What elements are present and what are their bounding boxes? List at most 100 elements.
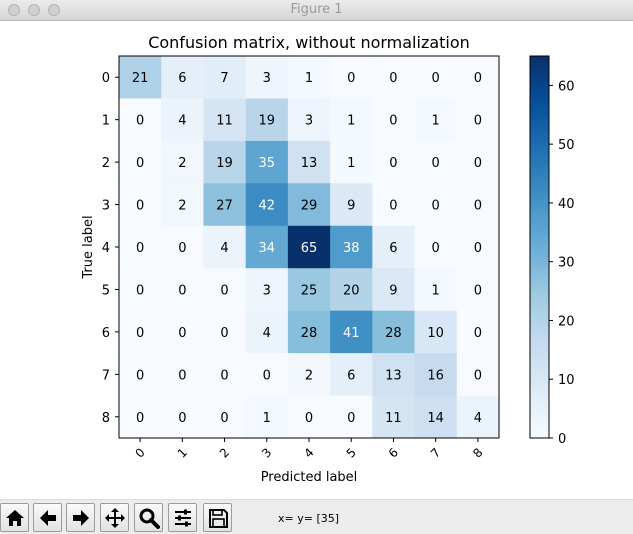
x-tick-label: 4 bbox=[301, 445, 316, 460]
colorbar-segment bbox=[530, 150, 549, 153]
colorbar-segment bbox=[530, 156, 549, 159]
colorbar-segment bbox=[530, 112, 549, 115]
zoom-icon bbox=[138, 507, 160, 529]
forward-arrow-icon bbox=[70, 507, 92, 529]
cell-value-label: 0 bbox=[432, 241, 440, 256]
colorbar-segment bbox=[530, 59, 549, 62]
colorbar-segment bbox=[530, 309, 549, 312]
cell-value-label: 1 bbox=[305, 71, 313, 86]
zoom-button[interactable] bbox=[134, 503, 163, 532]
cell-value-label: 0 bbox=[347, 71, 355, 86]
y-tick-label: 1 bbox=[102, 114, 110, 129]
back-arrow-icon bbox=[37, 507, 59, 529]
cell-value-label: 0 bbox=[220, 283, 228, 298]
y-tick-label: 7 bbox=[102, 368, 110, 383]
y-tick-label: 6 bbox=[102, 326, 110, 341]
cell-value-label: 11 bbox=[385, 411, 402, 426]
cell-value-label: 0 bbox=[474, 241, 482, 256]
home-button[interactable] bbox=[0, 503, 29, 532]
colorbar-segment bbox=[530, 279, 549, 282]
colorbar-segment bbox=[530, 127, 549, 130]
cell-value-label: 0 bbox=[432, 156, 440, 171]
cell-value-label: 19 bbox=[259, 114, 276, 129]
colorbar-segment bbox=[530, 91, 549, 94]
cell-value-label: 0 bbox=[474, 283, 482, 298]
colorbar-segment bbox=[530, 259, 549, 262]
colorbar-segment bbox=[530, 291, 549, 294]
colorbar-segment bbox=[530, 347, 549, 350]
cell-value-label: 0 bbox=[474, 114, 482, 129]
colorbar-segment bbox=[530, 197, 549, 200]
colorbar-segment bbox=[530, 174, 549, 177]
cell-value-label: 13 bbox=[301, 156, 318, 171]
colorbar-tick-label: 10 bbox=[558, 373, 575, 388]
cell-value-label: 14 bbox=[427, 411, 444, 426]
cell-value-label: 38 bbox=[343, 241, 360, 256]
colorbar-segment bbox=[530, 209, 549, 212]
save-button[interactable] bbox=[203, 503, 232, 532]
colorbar-segment bbox=[530, 406, 549, 409]
cell-value-label: 1 bbox=[347, 114, 355, 129]
x-tick-label: 7 bbox=[428, 445, 443, 460]
colorbar-segment bbox=[530, 229, 549, 232]
colorbar-segment bbox=[530, 226, 549, 229]
colorbar-segment bbox=[530, 191, 549, 194]
pan-button[interactable] bbox=[100, 503, 129, 532]
cell-value-label: 0 bbox=[136, 114, 144, 129]
colorbar-segment bbox=[530, 318, 549, 321]
cell-value-label: 29 bbox=[301, 199, 318, 214]
colorbar-segment bbox=[530, 332, 549, 335]
colorbar-segment bbox=[530, 144, 549, 147]
cell-value-label: 0 bbox=[263, 368, 271, 383]
cell-value-label: 0 bbox=[474, 199, 482, 214]
forward-button[interactable] bbox=[66, 503, 95, 532]
cell-value-label: 0 bbox=[136, 411, 144, 426]
colorbar-segment bbox=[530, 356, 549, 359]
cell-value-label: 28 bbox=[385, 326, 402, 341]
colorbar-segment bbox=[530, 141, 549, 144]
back-button[interactable] bbox=[33, 503, 62, 532]
colorbar-segment bbox=[530, 382, 549, 385]
colorbar-segment bbox=[530, 303, 549, 306]
cell-value-label: 1 bbox=[347, 156, 355, 171]
colorbar-segment bbox=[530, 426, 549, 429]
cell-value-label: 6 bbox=[178, 71, 186, 86]
cell-value-label: 34 bbox=[259, 241, 276, 256]
x-tick-label: 0 bbox=[132, 445, 147, 460]
colorbar-segment bbox=[530, 414, 549, 417]
x-axis-label: Predicted label bbox=[261, 470, 358, 485]
colorbar-segment bbox=[530, 250, 549, 253]
cell-value-label: 0 bbox=[136, 199, 144, 214]
cell-value-label: 0 bbox=[136, 368, 144, 383]
cell-value-label: 0 bbox=[136, 156, 144, 171]
cell-value-label: 9 bbox=[389, 283, 397, 298]
colorbar-segment bbox=[530, 65, 549, 68]
cell-value-label: 4 bbox=[474, 411, 482, 426]
colorbar-segment bbox=[530, 273, 549, 276]
cell-value-label: 0 bbox=[474, 368, 482, 383]
colorbar-segment bbox=[530, 132, 549, 135]
colorbar-segment bbox=[530, 338, 549, 341]
pan-icon bbox=[104, 507, 126, 529]
colorbar-segment bbox=[530, 138, 549, 141]
colorbar-segment bbox=[530, 147, 549, 150]
colorbar-segment bbox=[530, 159, 549, 162]
cell-value-label: 11 bbox=[216, 114, 233, 129]
colorbar-tick-label: 20 bbox=[558, 314, 575, 329]
cell-value-label: 0 bbox=[178, 326, 186, 341]
colorbar-tick-label: 0 bbox=[558, 432, 566, 447]
colorbar-segment bbox=[530, 176, 549, 179]
colorbar-segment bbox=[530, 56, 549, 59]
colorbar-segment bbox=[530, 326, 549, 329]
colorbar-segment bbox=[530, 68, 549, 71]
colorbar-segment bbox=[530, 194, 549, 197]
subplots-config-button[interactable] bbox=[168, 503, 197, 532]
colorbar-segment bbox=[530, 320, 549, 323]
cell-value-label: 0 bbox=[220, 411, 228, 426]
colorbar-segment bbox=[530, 97, 549, 100]
cell-value-label: 0 bbox=[220, 368, 228, 383]
colorbar-segment bbox=[530, 365, 549, 368]
cell-value-label: 3 bbox=[305, 114, 313, 129]
x-tick-label: 8 bbox=[470, 445, 485, 460]
cell-value-label: 7 bbox=[220, 71, 228, 86]
